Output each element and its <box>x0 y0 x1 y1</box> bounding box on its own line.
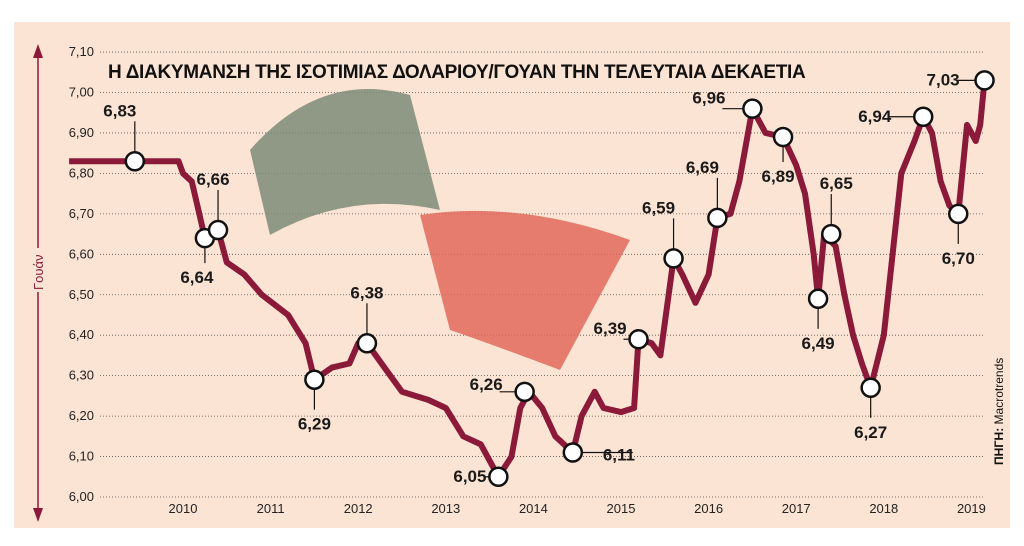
data-point-marker <box>948 203 969 225</box>
data-point-annotation: 6,26 <box>470 375 535 403</box>
data-point-annotation: 6,11 <box>562 442 635 465</box>
data-point-annotation: 6,39 <box>594 319 649 350</box>
arrow-up-icon <box>33 44 43 58</box>
data-label: 6,59 <box>642 198 675 217</box>
svg-text:ΠΗΓΗ: Macrotrends: ΠΗΓΗ: Macrotrends <box>992 358 1006 465</box>
y-tick-label: 6,10 <box>69 449 94 464</box>
data-point-marker <box>304 369 325 390</box>
x-tick-label: 2012 <box>344 501 373 516</box>
data-label: 6,39 <box>594 319 627 338</box>
data-point-marker <box>974 70 995 91</box>
data-label: 6,05 <box>453 467 486 486</box>
data-point-annotation: 6,27 <box>854 377 887 442</box>
data-point-annotation: 7,03 <box>927 70 995 91</box>
y-tick-label: 6,40 <box>69 327 94 342</box>
data-label: 6,89 <box>762 167 795 186</box>
x-tick-label: 2018 <box>869 501 898 516</box>
source-label: ΠΗΓΗ: <box>992 428 1006 465</box>
data-label: 6,70 <box>942 249 975 268</box>
data-point-annotation: 6,49 <box>802 288 835 353</box>
data-label: 6,66 <box>196 170 229 189</box>
data-point-marker <box>124 151 146 172</box>
data-point-marker <box>356 333 378 354</box>
data-label: 6,26 <box>470 375 503 394</box>
data-label: 6,83 <box>103 101 136 120</box>
data-point-marker <box>912 106 934 128</box>
y-tick-label: 7,10 <box>69 44 94 59</box>
data-point-annotation: 6,96 <box>692 89 763 119</box>
data-point-marker <box>742 98 763 119</box>
data-point-marker <box>562 442 584 463</box>
chart-title: Η ΔΙΑΚΥΜΑΝΣΗ ΤΗΣ ΙΣΟΤΙΜΙΑΣ ΔΟΛΑΡΙΟΥ/ΓΟΥΑ… <box>108 62 806 83</box>
y-tick-label: 6,60 <box>69 246 94 261</box>
y-tick-label: 6,20 <box>69 408 94 423</box>
data-point-annotation: 6,59 <box>642 198 684 269</box>
data-point-marker <box>207 219 229 241</box>
data-label: 6,49 <box>802 334 835 353</box>
data-label: 6,64 <box>180 268 214 287</box>
data-point-marker <box>514 381 535 403</box>
data-label: 6,27 <box>854 423 887 442</box>
data-point-annotation: 6,83 <box>103 101 146 172</box>
y-tick-label: 6,50 <box>69 287 94 302</box>
data-point-marker <box>860 377 881 399</box>
data-label: 6,69 <box>686 158 719 177</box>
banknotes-illustration <box>250 89 630 370</box>
data-point-annotation: 6,66 <box>196 170 230 241</box>
y-axis-label: Γουάν <box>31 254 46 290</box>
data-point-marker <box>663 248 684 269</box>
data-point-marker <box>628 328 649 350</box>
y-tick-label: 6,00 <box>69 489 94 504</box>
data-point-annotation: 6,89 <box>762 126 795 186</box>
data-point-annotation: 6,69 <box>686 158 728 229</box>
data-label: 6,94 <box>858 107 892 126</box>
y-tick-label: 6,70 <box>69 206 94 221</box>
y-tick-label: 6,80 <box>69 165 94 180</box>
data-point-annotation: 6,05 <box>453 466 509 488</box>
data-point-annotation: 6,29 <box>298 369 331 434</box>
x-tick-label: 2015 <box>607 501 636 516</box>
data-point-marker <box>807 288 829 310</box>
x-tick-label: 2011 <box>257 501 285 516</box>
data-point-annotation: 6,38 <box>350 283 384 354</box>
data-label: 6,65 <box>820 174 853 193</box>
data-point-marker <box>820 223 842 245</box>
source-name: Macrotrends <box>992 358 1006 425</box>
data-label: 6,29 <box>298 415 331 434</box>
data-label: 7,03 <box>927 70 960 89</box>
source-note: ΠΗΓΗ: Macrotrends <box>992 358 1006 465</box>
x-tick-label: 2014 <box>519 501 548 516</box>
x-tick-label: 2010 <box>169 501 198 516</box>
y-tick-label: 6,30 <box>69 368 94 383</box>
data-point-annotation: 6,64 <box>180 227 216 287</box>
data-label: 6,38 <box>350 283 383 302</box>
x-tick-label: 2019 <box>957 501 986 516</box>
data-point-annotation: 6,65 <box>820 174 853 245</box>
data-label: 6,11 <box>603 446 635 465</box>
y-tick-label: 6,90 <box>69 125 94 140</box>
data-point-annotation: 6,94 <box>858 106 934 128</box>
x-tick-label: 2017 <box>782 501 811 516</box>
arrow-down-icon <box>33 508 43 522</box>
x-tick-label: 2013 <box>431 501 460 516</box>
x-tick-label: 2016 <box>694 501 723 516</box>
data-point-marker <box>772 126 794 148</box>
y-tick-label: 7,00 <box>69 85 94 100</box>
data-point-marker <box>488 466 509 488</box>
data-point-annotation: 6,70 <box>942 203 975 268</box>
data-label: 6,96 <box>692 89 725 108</box>
data-point-marker <box>707 207 728 229</box>
